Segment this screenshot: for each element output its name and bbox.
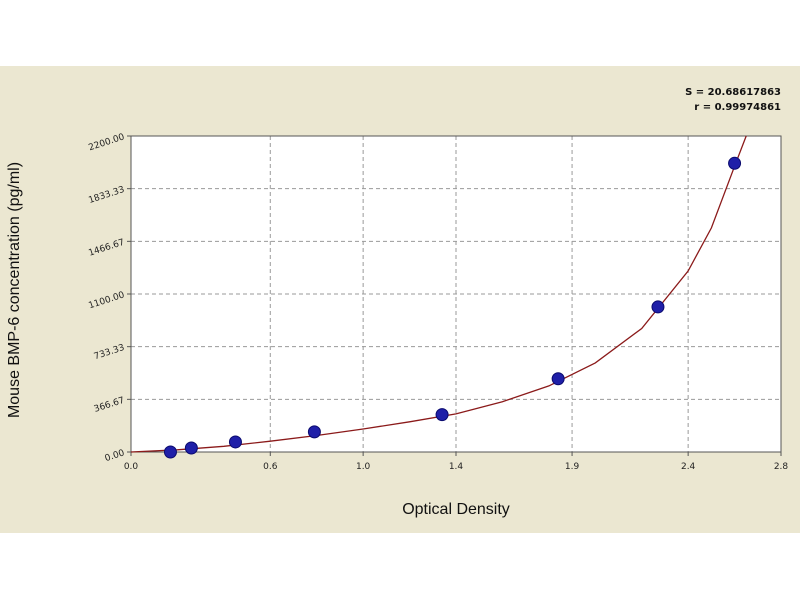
fit-stat-r: r = 0.99974861 xyxy=(694,102,781,113)
x-tick-label: 1.0 xyxy=(356,462,371,472)
fit-curve-layer xyxy=(130,135,747,453)
data-points xyxy=(163,156,742,459)
y-tick-label: 2200.00 xyxy=(87,132,126,153)
data-point xyxy=(728,156,742,170)
x-tick-label: 0.0 xyxy=(124,462,139,472)
fit-stat-s: S = 20.68617863 xyxy=(685,87,781,98)
x-tick-label: 1.4 xyxy=(449,462,464,472)
data-point xyxy=(184,441,198,455)
data-point xyxy=(307,425,321,439)
fit-curve xyxy=(130,135,747,453)
x-axis-title: Optical Density xyxy=(402,501,510,518)
y-tick-labels: 0.00 366.67 733.33 1100.00 1466.67 1833.33 220… xyxy=(87,132,131,464)
y-axis-title: Mouse BMP-6 concentration (pg/ml) xyxy=(6,162,23,418)
y-tick-label: 366.67 xyxy=(93,396,126,415)
y-tick-label: 1466.67 xyxy=(87,238,125,259)
y-tick-label: 1833.33 xyxy=(87,185,125,206)
y-tick-label: 733.33 xyxy=(93,343,126,362)
x-tick-label: 2.8 xyxy=(774,462,789,472)
data-point xyxy=(651,300,665,314)
y-tick-label: 0.00 xyxy=(104,448,126,464)
grid xyxy=(131,136,781,452)
x-tick-label: 2.4 xyxy=(681,462,696,472)
data-point xyxy=(228,435,242,449)
x-tick-labels: 0.0 0.6 1.0 1.4 1.9 2.4 2.8 xyxy=(124,452,789,472)
data-point xyxy=(551,372,565,386)
data-point xyxy=(435,408,449,422)
x-tick-label: 1.9 xyxy=(565,462,580,472)
data-point xyxy=(163,445,177,459)
y-tick-label: 1100.00 xyxy=(87,290,126,311)
x-tick-label: 0.6 xyxy=(263,462,278,472)
